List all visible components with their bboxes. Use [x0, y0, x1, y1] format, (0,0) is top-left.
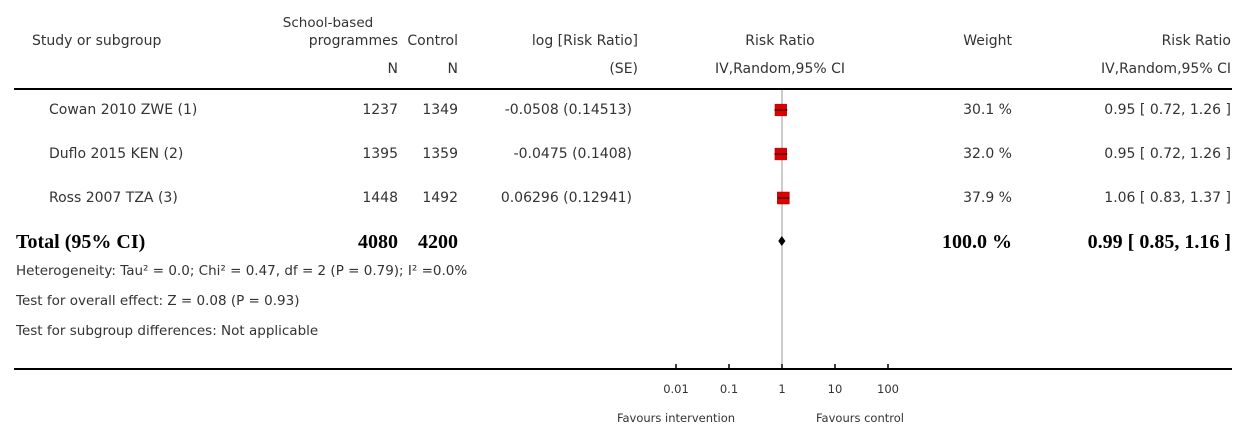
axis-tick-label: 10: [828, 382, 843, 396]
header-rr-plot: Risk Ratio: [745, 33, 815, 49]
total-label: Total (95% CI): [16, 231, 146, 253]
header-rr: Risk Ratio: [1161, 33, 1231, 49]
row-ci: 1.06 [ 0.83, 1.37 ]: [1104, 190, 1231, 206]
header-group1-n: N: [387, 61, 398, 77]
axis-tick-label: 0.1: [720, 382, 738, 396]
header-weight: Weight: [963, 33, 1012, 49]
row-logrr: 0.06296 (0.12941): [500, 190, 632, 206]
row-weight: 32.0 %: [963, 146, 1012, 162]
header-rr-plot-method: IV,Random,95% CI: [714, 61, 846, 77]
row-study: Duflo 2015 KEN (2): [49, 146, 184, 162]
row-weight: 37.9 %: [963, 190, 1012, 206]
axis-tick-label: 1: [778, 382, 785, 396]
axis-tick-label: 0.01: [663, 382, 689, 396]
favours-control-label: Favours control: [816, 411, 904, 425]
row-n2: 1359: [422, 146, 458, 162]
header-study: Study or subgroup: [32, 33, 162, 49]
row-study: Cowan 2010 ZWE (1): [49, 102, 198, 118]
total-weight: 100.0 %: [942, 231, 1012, 253]
header-rr-method: IV,Random,95% CI: [1100, 61, 1231, 77]
row-logrr: -0.0475 (0.1408): [513, 146, 632, 162]
header-control-n: N: [447, 61, 458, 77]
row-n2: 1349: [422, 102, 458, 118]
row-weight: 30.1 %: [963, 102, 1012, 118]
total-n1: 4080: [358, 231, 398, 253]
heterogeneity-note: Heterogeneity: Tau² = 0.0; Chi² = 0.47, …: [16, 263, 468, 279]
header-logrr-se: (SE): [609, 61, 638, 77]
overall-effect-note: Test for overall effect: Z = 0.08 (P = 0…: [16, 293, 300, 309]
header-control: Control: [407, 33, 458, 49]
header-logrr: log [Risk Ratio]: [531, 33, 638, 49]
row-n1: 1237: [362, 102, 398, 118]
row-n1: 1395: [362, 146, 398, 162]
header-group1-line1: School-based: [282, 15, 374, 31]
row-ci: 0.95 [ 0.72, 1.26 ]: [1104, 102, 1231, 118]
row-n2: 1492: [422, 190, 458, 206]
total-n2: 4200: [418, 231, 458, 253]
bottom-rule: [14, 368, 1232, 370]
row-n1: 1448: [362, 190, 398, 206]
row-study: Ross 2007 TZA (3): [49, 190, 178, 206]
row-logrr: -0.0508 (0.14513): [504, 102, 632, 118]
pooled-diamond: [778, 236, 786, 246]
total-ci: 0.99 [ 0.85, 1.16 ]: [1087, 231, 1231, 253]
axis-tick-label: 100: [877, 382, 899, 396]
header-group1-line2: programmes: [308, 33, 398, 49]
subgroup-note: Test for subgroup differences: Not appli…: [16, 323, 319, 339]
row-ci: 0.95 [ 0.72, 1.26 ]: [1104, 146, 1231, 162]
header-rule: [14, 88, 1232, 90]
favours-intervention-label: Favours intervention: [616, 411, 736, 425]
